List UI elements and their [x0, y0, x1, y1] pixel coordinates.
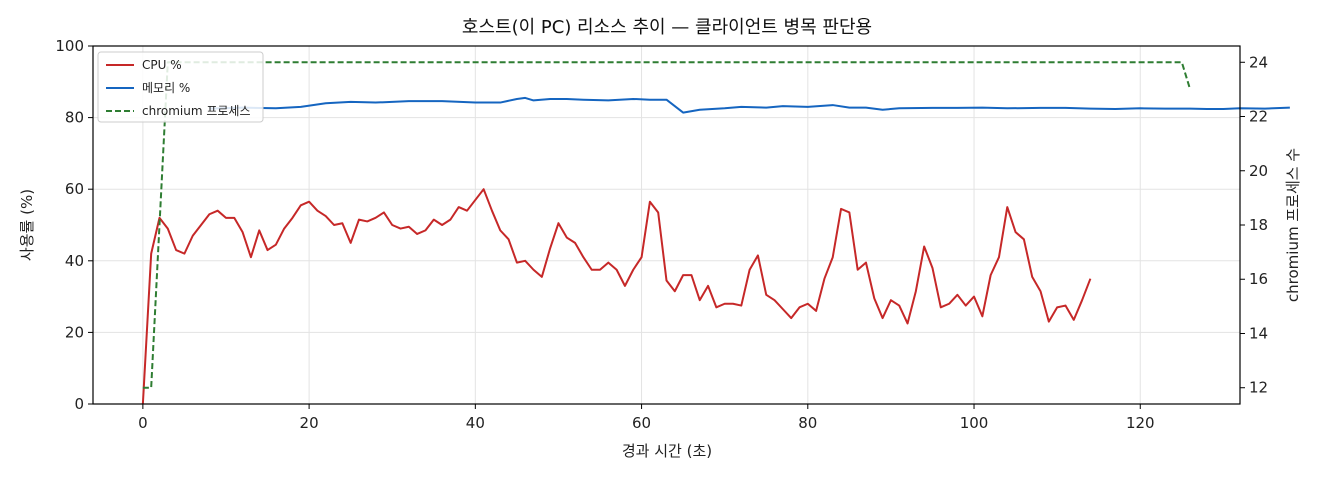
legend-label-chromium: chromium 프로세스	[142, 104, 251, 118]
legend: CPU % 메모리 % chromium 프로세스	[97, 51, 264, 123]
x-tick-label: 80	[798, 414, 817, 432]
y2-tick-label: 12	[1249, 379, 1268, 397]
y2-tick-label: 16	[1249, 270, 1268, 288]
legend-label-memory: 메모리 %	[142, 81, 190, 95]
legend-box	[97, 51, 264, 123]
y-tick-label: 0	[74, 395, 84, 413]
y2-tick-label: 20	[1249, 162, 1268, 180]
legend-label-cpu: CPU %	[142, 58, 182, 72]
series-line-memory	[209, 96, 1290, 114]
y-tick-label: 40	[65, 252, 84, 270]
y-tick-label: 80	[65, 109, 84, 127]
series-line-cpu	[141, 188, 1092, 405]
x-tick-label: 40	[466, 414, 485, 432]
y2-axis-label: chromium 프로세스 수	[1284, 148, 1302, 302]
y2-tick-label: 18	[1249, 216, 1268, 234]
y2-tick-label: 24	[1249, 53, 1268, 71]
y2-tick-label: 14	[1249, 324, 1268, 342]
y2-tick-label: 22	[1249, 108, 1268, 126]
tick-layer: 0 20 40 60 80 100 120 0 20 40 60 80 100 12 14 16 18 20 22 2…	[55, 37, 1268, 432]
x-tick-label: 120	[1126, 414, 1155, 432]
x-tick-label: 100	[960, 414, 989, 432]
y-tick-label: 60	[65, 180, 84, 198]
chart-title: 호스트(이 PC) 리소스 추이 — 클라이언트 병목 판단용	[462, 17, 872, 38]
x-tick-label: 20	[300, 414, 319, 432]
series-layer	[141, 61, 1290, 405]
y-tick-label: 20	[65, 323, 84, 341]
x-tick-label: 60	[632, 414, 651, 432]
x-tick-label: 0	[138, 414, 148, 432]
y-tick-label: 100	[55, 37, 84, 55]
x-axis-label: 경과 시간 (초)	[622, 442, 712, 460]
series-line-chromium	[142, 61, 1192, 389]
y-axis-label: 사용률 (%)	[18, 189, 36, 261]
